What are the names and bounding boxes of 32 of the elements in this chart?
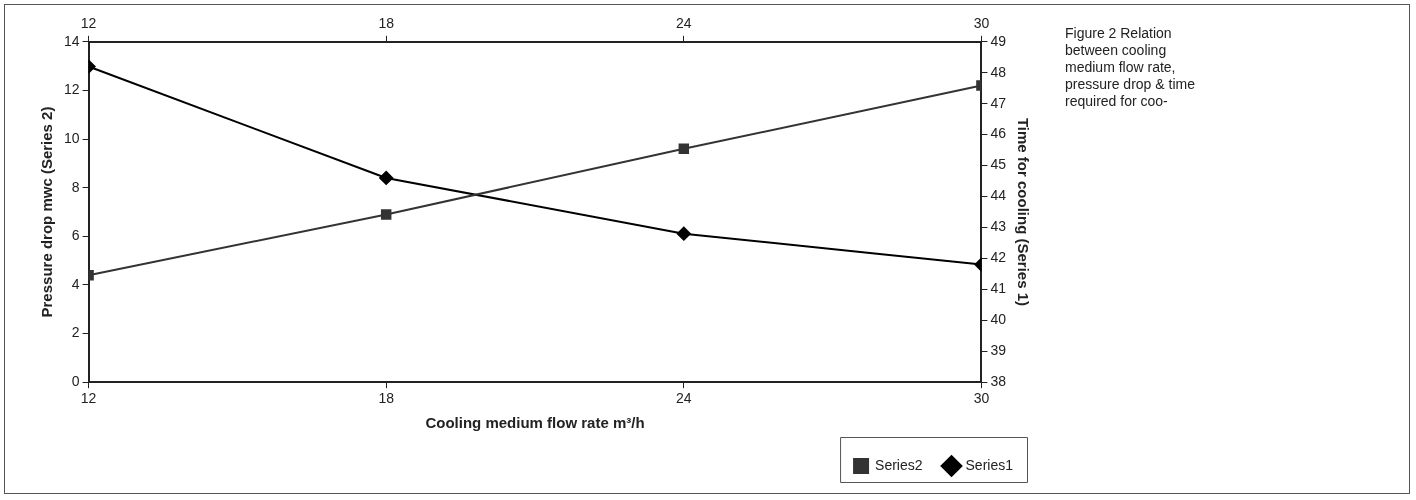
y2-tick-label: 44 [990, 187, 1007, 204]
caption: Figure 2 Relation between cooling medium flow rate, pressure drop & time required for coo- [1065, 25, 1196, 110]
y2-axis-title: Time for cooling (Series 1) [1014, 117, 1032, 307]
y-tick-label: 8 [71, 178, 80, 195]
y-tick-label: 6 [71, 227, 80, 244]
y2-tick-label: 41 [990, 280, 1007, 297]
y2-tick-label: 39 [990, 342, 1007, 359]
x-tick-label: 18 [378, 390, 395, 407]
legend-label: Series1 [965, 456, 1014, 473]
y-tick-label: 14 [63, 32, 80, 49]
x2-tick-label: 30 [973, 15, 990, 32]
y-tick-label: 2 [71, 324, 80, 341]
legend-label: Series2 [875, 456, 923, 473]
y2-tick-label: 38 [990, 373, 1007, 390]
y2-tick-label: 45 [990, 156, 1007, 173]
y2-tick-label: 40 [990, 311, 1007, 328]
x-axis-title: Cooling medium flow rate m³/h [425, 414, 645, 432]
y2-tick-label: 47 [990, 94, 1007, 111]
y2-tick-label: 49 [990, 32, 1007, 49]
x-tick-label: 24 [676, 390, 692, 407]
y2-tick-label: 43 [990, 218, 1007, 235]
y-axis-title: Pressure drop mwc (Series 2) [38, 106, 56, 318]
y-tick-label: 12 [63, 81, 80, 98]
y-tick-label: 0 [71, 373, 80, 390]
y2-tick-label: 48 [990, 63, 1007, 80]
y-tick-label: 10 [63, 129, 80, 146]
y-tick-label: 4 [71, 275, 80, 292]
x2-tick-label: 18 [378, 15, 395, 32]
y2-tick-label: 42 [990, 249, 1007, 266]
x-tick-label: 30 [973, 390, 990, 407]
x2-tick-label: 24 [676, 15, 692, 32]
y2-tick-label: 46 [990, 125, 1007, 142]
